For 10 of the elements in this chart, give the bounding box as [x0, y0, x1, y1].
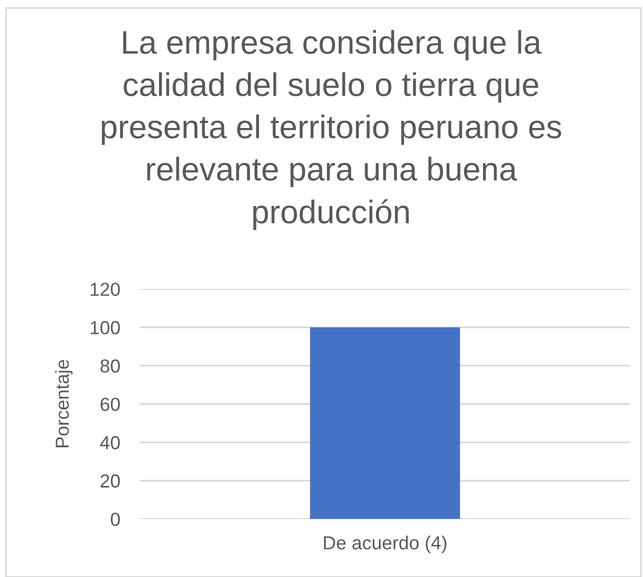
y-tick-label: 0	[110, 512, 120, 526]
y-tick-label: 40	[100, 436, 120, 450]
y-axis-title: Porcentaje	[55, 360, 73, 448]
y-tick-label: 60	[100, 398, 120, 411]
chart-title: La empresa considera que la calidad del suelo o tierra que presenta el territorio peruano es relevante para una buena producción	[102, 30, 562, 230]
x-tick-label: De acuerdo (4)	[324, 536, 446, 554]
y-tick-label: 120	[90, 282, 120, 296]
y-tick-label: 100	[90, 321, 120, 334]
y-tick-label: 20	[100, 474, 120, 488]
y-tick-label: 80	[100, 359, 120, 373]
